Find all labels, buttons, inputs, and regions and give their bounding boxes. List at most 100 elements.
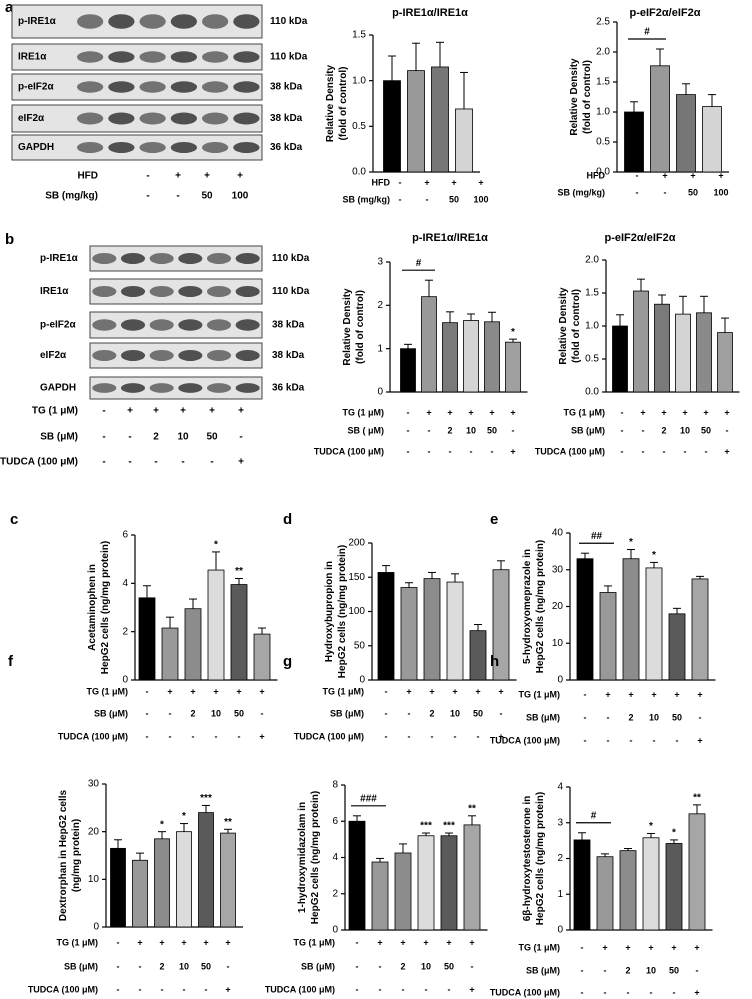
significance-mark: * bbox=[214, 540, 218, 551]
bar bbox=[675, 313, 691, 393]
y-tick-label: 4 bbox=[122, 578, 128, 589]
condition-cell: - bbox=[696, 965, 699, 975]
condition-cell: - bbox=[428, 425, 431, 435]
condition-cell: - bbox=[169, 708, 172, 718]
condition-cell: + bbox=[625, 942, 630, 952]
blot-band bbox=[108, 14, 135, 29]
bar bbox=[198, 812, 214, 928]
blot-label: IRE1α bbox=[18, 52, 47, 63]
y-tick-label: 20 bbox=[552, 601, 564, 612]
condition-cell: - bbox=[128, 432, 131, 443]
y-axis-label: Relative Density bbox=[342, 288, 353, 366]
condition-cell: + bbox=[662, 170, 667, 180]
significance-mark: * bbox=[182, 811, 186, 822]
bar bbox=[440, 835, 458, 931]
bar bbox=[642, 837, 660, 931]
condition-cell: 50 bbox=[201, 191, 213, 202]
condition-label: TG (1 μM) bbox=[32, 406, 78, 417]
condition-cell: + bbox=[690, 170, 695, 180]
condition-cell: - bbox=[642, 446, 645, 456]
condition-cell: 100 bbox=[473, 194, 488, 204]
blot-band bbox=[149, 286, 174, 297]
bar bbox=[505, 341, 521, 393]
blot-band bbox=[202, 112, 229, 125]
condition-cell: + bbox=[377, 937, 382, 947]
bar bbox=[161, 627, 179, 681]
blot-strip bbox=[89, 278, 263, 305]
significance-mark: * bbox=[672, 828, 676, 839]
condition-cell: + bbox=[694, 942, 699, 952]
condition-cell: + bbox=[671, 942, 676, 952]
y-axis-label: HepG2 cells (ng/mg protein) bbox=[535, 540, 546, 673]
significance-mark: * bbox=[629, 537, 633, 548]
condition-cell: + bbox=[426, 407, 431, 417]
y-axis-label: HepG2 cells (ng/mg protein) bbox=[535, 792, 546, 925]
condition-cell: + bbox=[190, 686, 195, 696]
bracket-label: # bbox=[644, 27, 650, 38]
blot-band bbox=[108, 51, 135, 63]
condition-cell: 10 bbox=[211, 708, 221, 718]
condition-cell: - bbox=[385, 731, 388, 741]
blot-band bbox=[235, 319, 260, 331]
condition-cell: 10 bbox=[680, 425, 690, 435]
blot-band bbox=[149, 319, 174, 331]
condition-cell: - bbox=[356, 961, 359, 971]
bar bbox=[624, 111, 644, 173]
condition-cell: - bbox=[102, 432, 105, 443]
y-tick-label: 2.5 bbox=[596, 17, 610, 28]
condition-cell: - bbox=[431, 731, 434, 741]
y-tick-label: 0 bbox=[122, 675, 128, 686]
blot-band bbox=[235, 383, 260, 393]
condition-label: SB (μM) bbox=[94, 708, 128, 718]
y-tick-label: 200 bbox=[348, 538, 365, 549]
condition-label: TG (1 μM) bbox=[342, 407, 384, 417]
condition-cell: - bbox=[604, 965, 607, 975]
condition-cell: - bbox=[139, 984, 142, 994]
bar bbox=[348, 820, 366, 931]
condition-cell: - bbox=[581, 965, 584, 975]
condition-cell: 50 bbox=[672, 712, 682, 722]
condition-cell: + bbox=[452, 686, 457, 696]
bar bbox=[455, 108, 473, 173]
condition-cell: 2 bbox=[628, 712, 633, 722]
blot-size: 110 kDa bbox=[270, 52, 308, 63]
blot-band bbox=[178, 319, 203, 331]
blot-band bbox=[235, 350, 260, 361]
blot-size: 110 kDa bbox=[272, 286, 310, 297]
y-tick-label: 0.0 bbox=[596, 167, 610, 178]
blot-band bbox=[92, 383, 117, 393]
condition-cell: 100 bbox=[232, 191, 249, 202]
bar bbox=[654, 303, 670, 393]
blot-band bbox=[149, 253, 174, 264]
condition-cell: 50 bbox=[444, 961, 454, 971]
condition-label: SB (μM) bbox=[301, 961, 335, 971]
bar bbox=[383, 80, 401, 173]
blot-band bbox=[120, 253, 146, 264]
condition-cell: + bbox=[238, 406, 244, 417]
bar bbox=[371, 861, 389, 931]
panel-letter: b bbox=[5, 231, 14, 248]
condition-cell: - bbox=[470, 446, 473, 456]
bar bbox=[400, 587, 418, 681]
y-tick-label: 6 bbox=[122, 530, 128, 541]
condition-cell: - bbox=[584, 712, 587, 722]
condition-cell: + bbox=[400, 937, 405, 947]
condition-cell: - bbox=[261, 708, 264, 718]
condition-cell: + bbox=[175, 171, 181, 182]
condition-cell: + bbox=[469, 937, 474, 947]
blot-band bbox=[235, 253, 260, 264]
blot-label: IRE1α bbox=[40, 286, 69, 297]
condition-cell: + bbox=[213, 686, 218, 696]
y-tick-label: 1.5 bbox=[596, 77, 610, 88]
y-axis-label: Hydroxybupropion in bbox=[324, 561, 335, 662]
condition-label: HFD bbox=[372, 177, 391, 187]
condition-cell: + bbox=[682, 407, 687, 417]
significance-mark: ** bbox=[235, 566, 243, 577]
blot-band bbox=[92, 350, 117, 361]
condition-cell: - bbox=[673, 987, 676, 997]
condition-cell: 50 bbox=[487, 425, 497, 435]
significance-mark: * bbox=[649, 821, 653, 832]
significance-mark: * bbox=[652, 550, 656, 561]
condition-cell: - bbox=[584, 689, 587, 699]
condition-label: TUDCA (100 μM) bbox=[58, 731, 128, 741]
